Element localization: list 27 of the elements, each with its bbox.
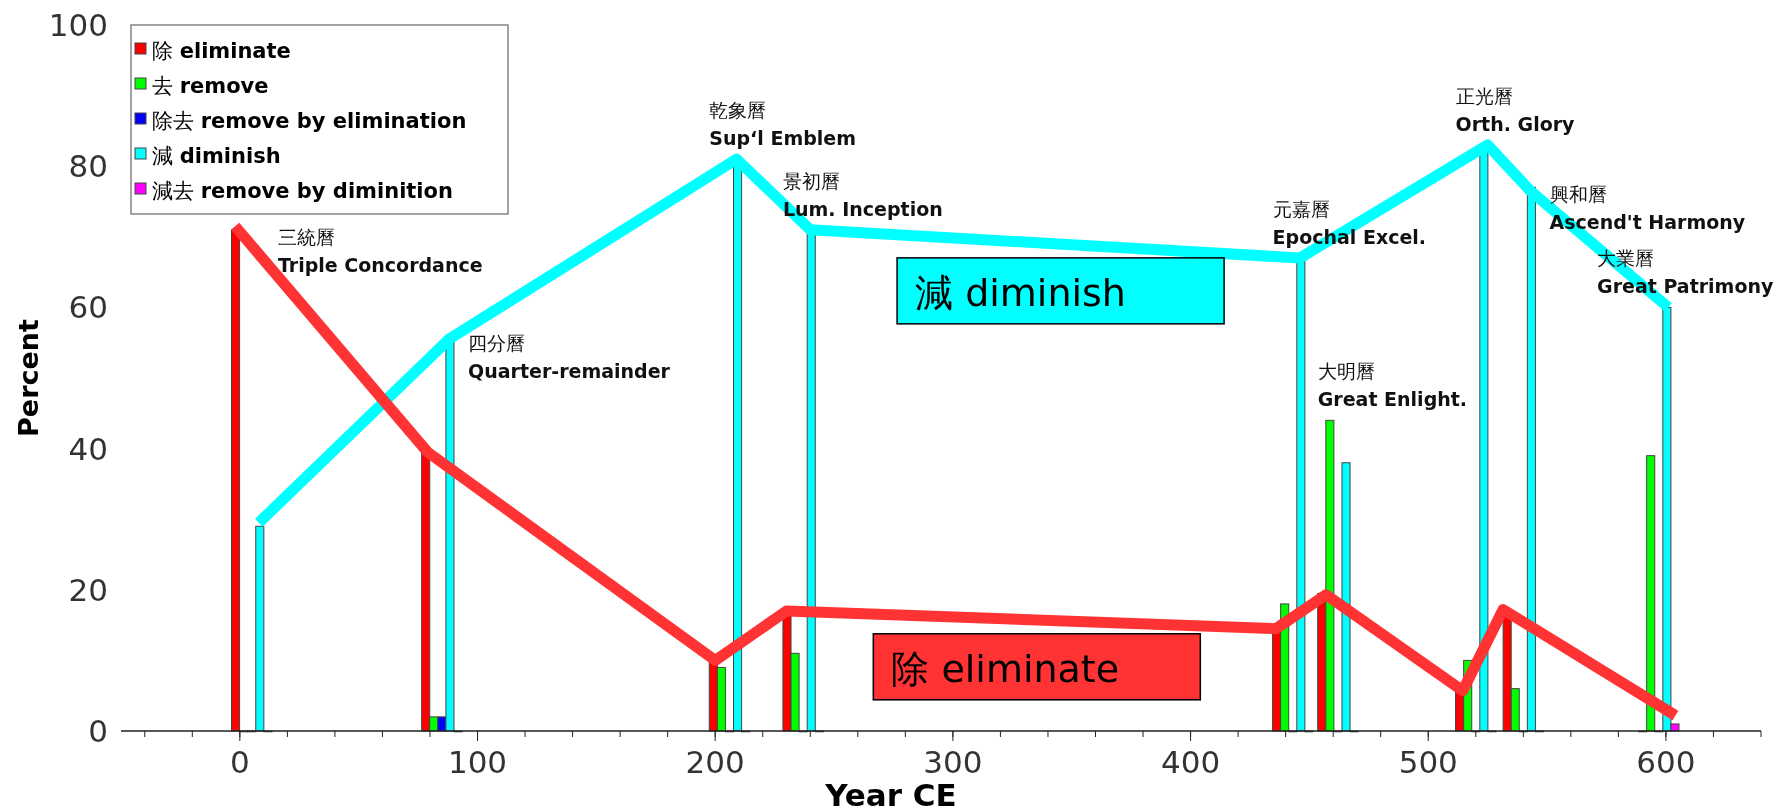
annotation: 大明曆 Great Enlight. <box>1317 360 1468 411</box>
legend-label: 除去 remove by elimination <box>152 109 467 133</box>
legend-label: 去 remove <box>152 74 269 98</box>
annotation: 正光曆 Orth. Glory <box>1455 85 1576 136</box>
legend-label: 減去 remove by diminition <box>152 179 453 203</box>
x-tick-label: 500 <box>1398 744 1458 780</box>
y-tick-label: 80 <box>68 148 108 185</box>
annotation: 四分曆 Quarter-remainder <box>468 331 671 382</box>
x-tick-label: 200 <box>685 744 745 780</box>
x-axis-title: Year CE <box>824 777 957 812</box>
legend-label: 減 diminish <box>152 144 281 168</box>
y-axis-title: Percent <box>13 318 44 437</box>
y-tick-label: 0 <box>88 713 108 749</box>
annotation: 乾象曆 Sup‘l Emblem <box>709 99 856 150</box>
x-tick-label: 300 <box>923 744 983 780</box>
y-tick-label: 60 <box>68 289 108 326</box>
x-tick-label: 0 <box>229 744 250 780</box>
x-tick-label: 100 <box>447 744 508 780</box>
x-tick-label: 600 <box>1636 744 1696 780</box>
y-tick-label: 100 <box>48 7 108 43</box>
x-tick-label: 400 <box>1160 744 1221 780</box>
series-label: 除 eliminate <box>891 646 1120 691</box>
legend-label: 除 eliminate <box>152 39 291 63</box>
y-tick-label: 40 <box>68 430 108 467</box>
series-label: 減 diminish <box>915 270 1126 315</box>
y-tick-label: 20 <box>68 571 108 608</box>
annotation: 三統曆 Triple Concordance <box>277 225 483 276</box>
